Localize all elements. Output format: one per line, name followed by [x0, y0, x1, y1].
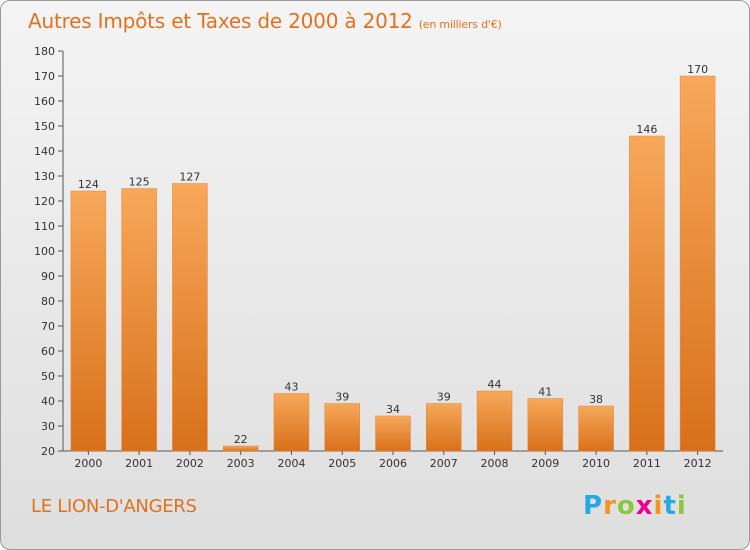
chart-title: Autres Impôts et Taxes de 2000 à 2012 (en…	[28, 9, 502, 33]
y-tick-label: 160	[34, 95, 55, 108]
logo-letter: x	[635, 491, 654, 521]
commune-name: LE LION-D'ANGERS	[31, 496, 197, 517]
data-label: 39	[335, 391, 349, 404]
x-tick-label: 2004	[277, 457, 305, 470]
y-tick-label: 110	[34, 220, 55, 233]
logo-letter: i	[676, 491, 687, 521]
y-tick-label: 130	[34, 170, 55, 183]
data-label: 124	[78, 178, 99, 191]
chart-unit: (en milliers d'€)	[418, 18, 502, 31]
bar	[476, 390, 513, 452]
logo-letter: r	[603, 491, 617, 521]
x-tick-label: 2006	[379, 457, 407, 470]
x-tick-label: 2012	[684, 457, 712, 470]
logo-letter: P	[583, 491, 604, 521]
data-label: 170	[687, 63, 708, 76]
y-tick-label: 140	[34, 145, 55, 158]
x-tick-label: 2009	[531, 457, 559, 470]
y-tick-label: 100	[34, 245, 55, 258]
bar	[172, 183, 208, 452]
y-tick-label: 60	[41, 345, 55, 358]
data-label: 146	[636, 123, 657, 136]
y-tick-label: 20	[41, 445, 55, 458]
x-tick-label: 2002	[176, 457, 204, 470]
data-label: 44	[488, 378, 502, 391]
data-label: 38	[589, 393, 603, 406]
x-tick-label: 2007	[430, 457, 458, 470]
proxiti-logo: Proxiti	[583, 491, 687, 521]
logo-letter: t	[663, 491, 677, 521]
bar	[70, 190, 107, 452]
chart-title-text: Autres Impôts et Taxes de 2000 à 2012	[28, 9, 413, 33]
x-tick-label: 2000	[74, 457, 102, 470]
bar	[273, 393, 310, 452]
data-label: 41	[538, 386, 552, 399]
data-label: 34	[386, 403, 400, 416]
y-tick-label: 40	[41, 395, 55, 408]
bar	[629, 135, 665, 452]
data-label: 39	[437, 391, 451, 404]
y-tick-label: 120	[34, 195, 55, 208]
y-tick-label: 70	[41, 320, 55, 333]
data-label: 125	[129, 176, 150, 189]
y-tick-label: 180	[34, 45, 55, 58]
data-label: 22	[234, 433, 248, 446]
y-tick-label: 170	[34, 70, 55, 83]
bar	[426, 403, 462, 452]
x-tick-label: 2003	[227, 457, 255, 470]
y-tick-label: 150	[34, 120, 55, 133]
x-tick-label: 2011	[633, 457, 661, 470]
bar	[324, 403, 360, 452]
bar	[679, 75, 716, 452]
bar	[578, 405, 614, 452]
data-label: 43	[284, 381, 298, 394]
bar	[527, 398, 564, 452]
y-tick-label: 80	[41, 295, 55, 308]
bar	[222, 445, 259, 452]
x-tick-label: 2005	[328, 457, 356, 470]
y-tick-label: 50	[41, 370, 55, 383]
data-label: 127	[179, 171, 200, 184]
y-tick-label: 30	[41, 420, 55, 433]
y-tick-label: 90	[41, 270, 55, 283]
bar	[375, 415, 411, 452]
logo-letter: o	[616, 491, 636, 521]
x-tick-label: 2010	[582, 457, 610, 470]
x-tick-label: 2008	[481, 457, 509, 470]
logo-letter: i	[653, 491, 664, 521]
x-tick-label: 2001	[125, 457, 153, 470]
bar	[121, 188, 157, 452]
